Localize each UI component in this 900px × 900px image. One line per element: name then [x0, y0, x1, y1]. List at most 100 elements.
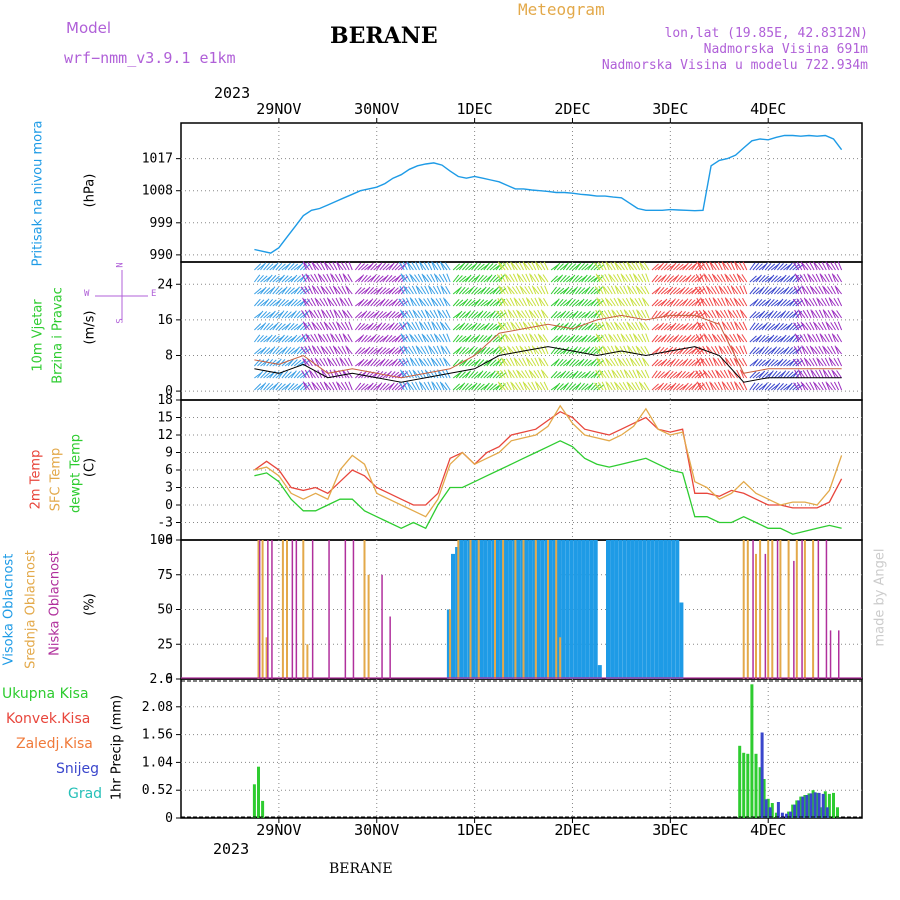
wind-barb	[385, 263, 394, 271]
wind-barb	[517, 310, 524, 319]
wind-barb	[559, 263, 568, 271]
wind-barb	[821, 298, 827, 307]
wind-barb	[370, 334, 377, 343]
wind-barb	[614, 321, 619, 331]
wind-barb	[628, 370, 635, 379]
wind-barb	[637, 310, 644, 319]
wind-barb	[731, 286, 739, 295]
wind-barb	[837, 357, 843, 367]
wind-barb	[741, 310, 748, 319]
wind-barb	[575, 382, 582, 391]
wind-barb	[719, 370, 726, 379]
cloud-bar-0	[561, 540, 566, 679]
wind-barb	[483, 371, 491, 379]
wind-barb	[761, 311, 769, 319]
wind-barb	[773, 286, 781, 295]
wind-barb	[730, 381, 736, 391]
temp-line-1	[254, 404, 843, 518]
wind-barb	[698, 369, 705, 379]
legend-total: Ukupna Kisa	[2, 686, 89, 702]
wind-barb	[651, 383, 659, 391]
wind-barb	[452, 287, 461, 295]
cloud-bar-0	[536, 540, 541, 679]
wind-barb	[669, 358, 676, 367]
wind-barb	[477, 288, 486, 295]
wind-barb	[514, 358, 521, 367]
wind-barb	[272, 311, 280, 319]
wind-barb	[388, 311, 396, 319]
wind-barb	[367, 347, 375, 355]
wind-barb	[559, 310, 567, 319]
wind-barb	[694, 286, 702, 295]
wind-barb	[415, 345, 421, 355]
wind-barb	[477, 334, 484, 343]
cloud-bar-1	[555, 540, 558, 679]
wind-barb	[328, 298, 335, 307]
cloud-bar-2	[829, 630, 832, 679]
wind-barb	[569, 274, 576, 283]
wind-barb	[477, 348, 486, 355]
wind-barb	[695, 274, 702, 283]
wind-barb	[761, 360, 770, 367]
wind-barb	[409, 297, 414, 307]
wind-barb	[559, 274, 567, 283]
wind-barb	[361, 310, 368, 319]
wind-barb	[595, 309, 601, 319]
wind-barb	[660, 383, 668, 391]
wind-barb	[660, 298, 668, 307]
wind-barb	[501, 357, 506, 367]
wind-barb	[777, 263, 784, 271]
wind-barb	[260, 300, 268, 307]
wind-barb	[307, 261, 313, 271]
wind-barb	[761, 286, 769, 295]
cloud-bar-0	[455, 547, 460, 679]
wind-barb	[615, 346, 622, 355]
wind-barb	[477, 383, 485, 391]
wind-barb	[707, 310, 714, 319]
wind-barb	[492, 346, 499, 355]
wind-barb	[379, 311, 387, 319]
wind-barb	[575, 311, 583, 319]
wind-barb	[631, 322, 638, 331]
wind-barb	[796, 381, 803, 391]
wind-barb	[379, 262, 386, 271]
ytick-label-precip-2: 1.04	[142, 755, 173, 770]
wind-barb	[805, 382, 812, 391]
wind-barb	[431, 261, 436, 271]
precip-bar-0	[261, 800, 265, 818]
wind-barb	[515, 345, 521, 355]
wind-barb	[607, 286, 613, 295]
wind-barb	[806, 285, 812, 295]
wind-barb	[742, 297, 748, 307]
wind-barb	[698, 262, 705, 271]
cloud-bar-1	[306, 644, 309, 680]
wind-barb	[319, 321, 326, 331]
wind-barb	[644, 309, 650, 319]
wind-barb	[269, 286, 276, 295]
wind-barb	[777, 287, 785, 295]
temp-line-2	[254, 440, 842, 535]
wind-barb	[679, 335, 687, 343]
meteogram-label: Meteogram	[518, 0, 605, 19]
wind-barb	[625, 357, 632, 367]
wind-barb	[685, 334, 692, 343]
wind-barb	[697, 334, 704, 343]
wind-barb	[525, 273, 531, 283]
cloud-bar-0	[446, 609, 451, 679]
ytick-label-cloud-1: 25	[157, 637, 173, 652]
wind-barb	[654, 335, 662, 343]
wind-barb	[738, 358, 745, 367]
wind-barb	[319, 298, 326, 307]
wind-barb	[414, 334, 420, 343]
wind-barb	[793, 322, 800, 331]
wind-barb	[805, 358, 812, 367]
wind-barb	[437, 309, 442, 319]
wind-barb	[607, 309, 613, 319]
wind-barb	[572, 299, 580, 307]
ytick-label-temperature-2: 0	[165, 498, 173, 513]
wind-barb	[596, 324, 605, 331]
wind-barb	[281, 370, 289, 379]
wind-barb	[816, 357, 821, 367]
wind-barb	[676, 263, 684, 271]
wind-barb	[770, 310, 778, 319]
